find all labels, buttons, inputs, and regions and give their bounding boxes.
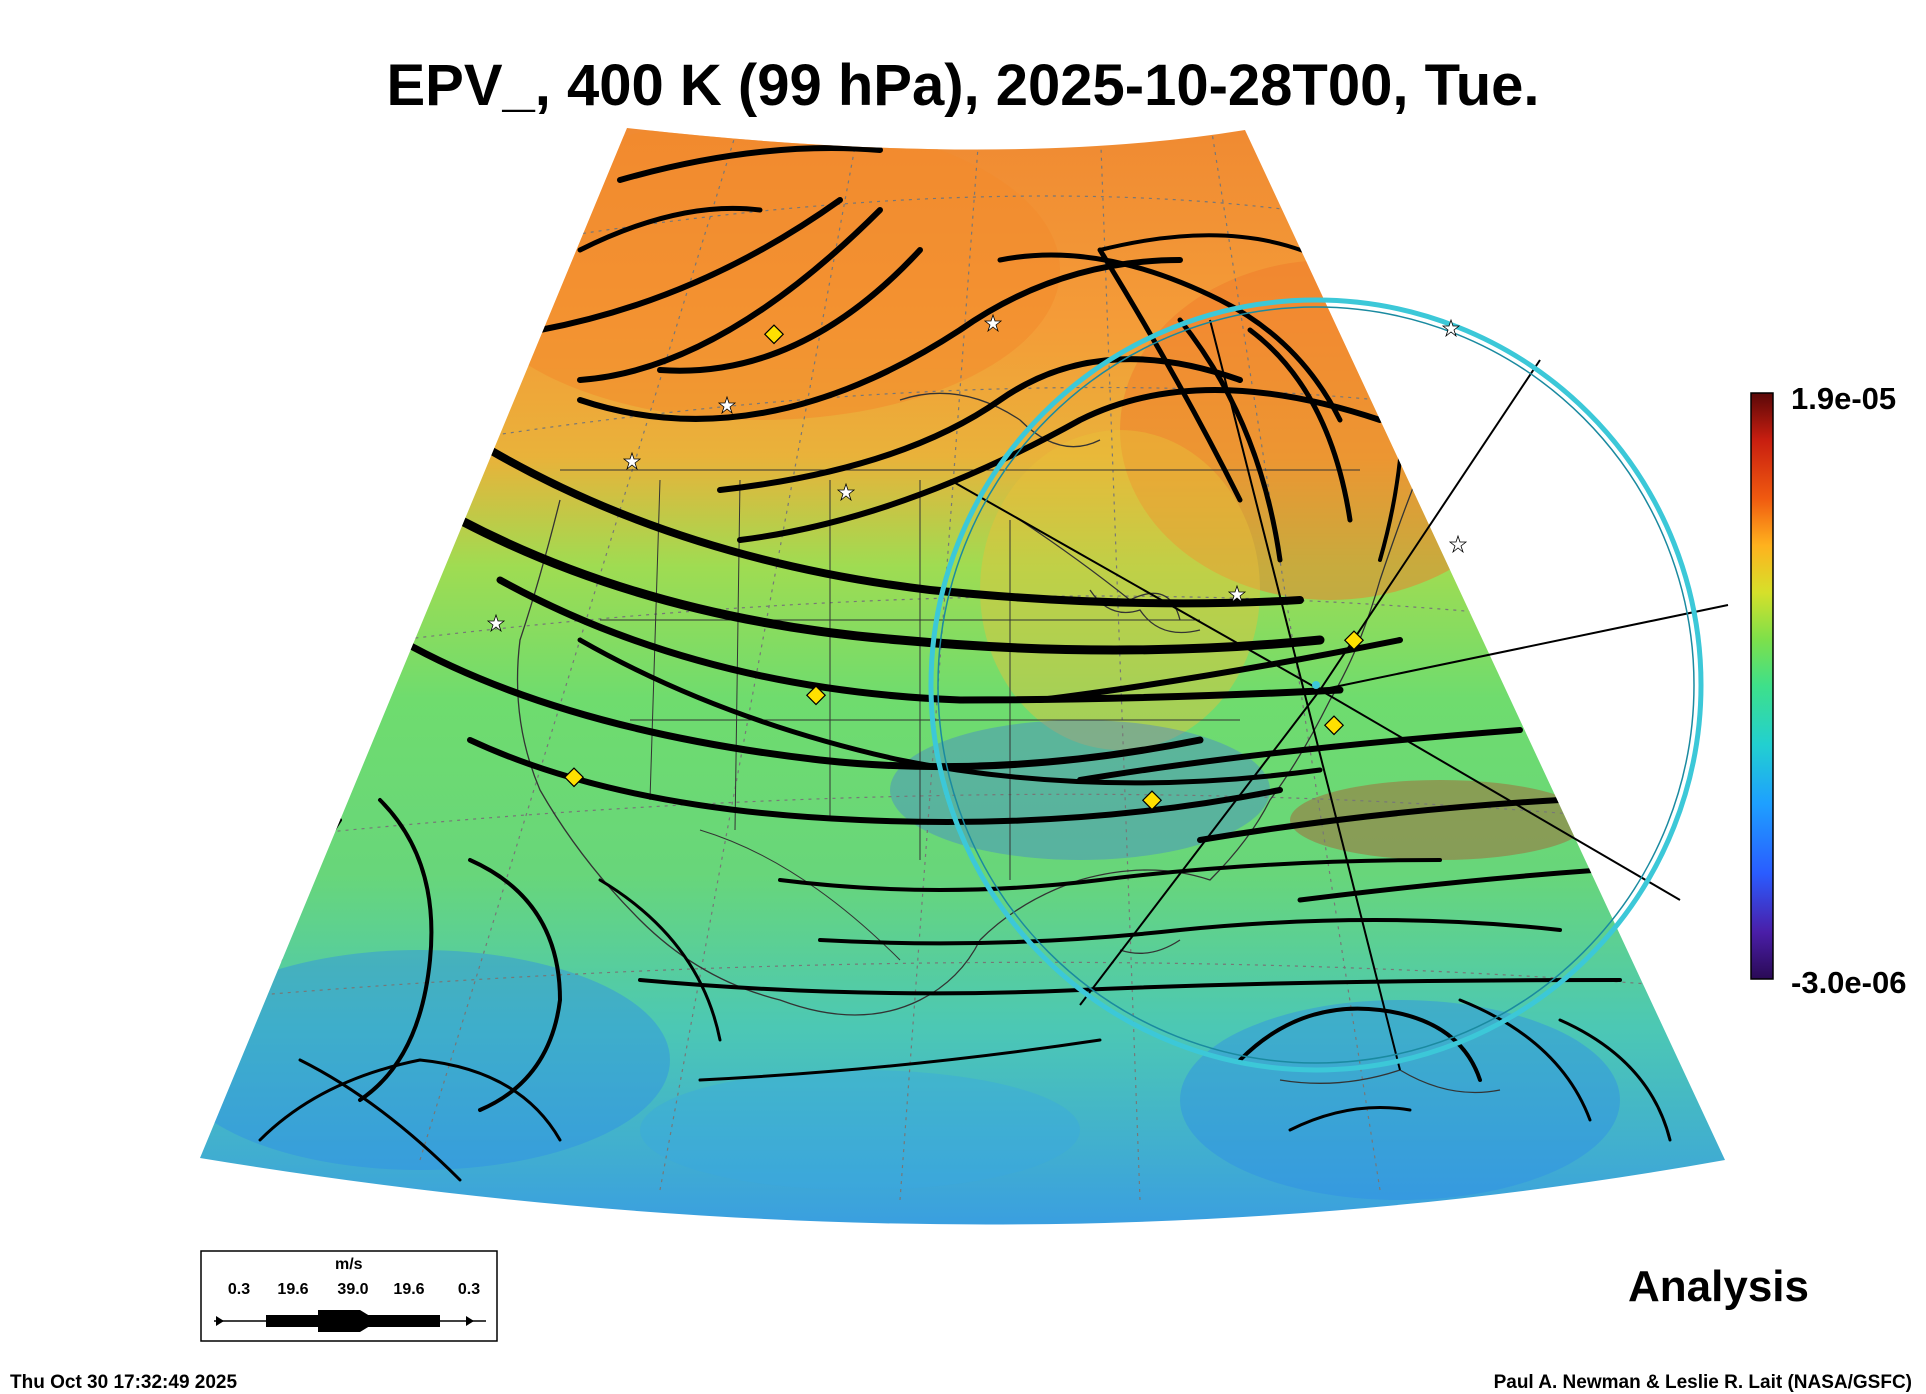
star-icon [717, 395, 737, 415]
colorbar-min-label: -3.0e-06 [1791, 965, 1907, 1000]
diamond-marker-icon [1343, 630, 1365, 651]
page-title: EPV_, 400 K (99 hPa), 2025-10-28T00, Tue… [386, 53, 1540, 118]
ring-center-icon [1312, 681, 1320, 689]
colorbar-max-label: 1.9e-05 [1791, 381, 1897, 416]
diamond-marker-icon [563, 767, 585, 788]
range-ring [928, 297, 1704, 1073]
diamond-marker-icon [763, 324, 785, 345]
star-icon [486, 613, 506, 633]
range-ring-inner [937, 306, 1695, 1064]
vector-scale-tick: 19.6 [393, 1281, 425, 1298]
vector-scale-unit: m/s [335, 1256, 363, 1273]
diamond-marker-icon [1323, 715, 1345, 736]
station-markers [563, 324, 1365, 811]
analysis-label: Analysis [1628, 1262, 1809, 1311]
star-icon [622, 451, 642, 471]
trajectory-lines [949, 319, 1729, 1071]
scale-arrowhead-icon [466, 1316, 474, 1326]
star-icon [1441, 318, 1461, 338]
colorbar-gradient [1750, 392, 1774, 980]
star-icon [1227, 584, 1247, 604]
epv-field [200, 128, 1725, 1225]
vector-scale-tick: 0.3 [227, 1281, 251, 1298]
vector-scale-tick: 19.6 [277, 1281, 309, 1298]
colorbar [1750, 392, 1774, 980]
vector-scale-tick: 0.3 [457, 1281, 481, 1298]
star-markers [486, 313, 1468, 633]
scale-arrowhead-icon [216, 1316, 224, 1326]
footer-credit: Paul A. Newman & Leslie R. Lait (NASA/GS… [1493, 1372, 1912, 1393]
diamond-marker-icon [1141, 790, 1163, 811]
vector-scale-tick: 39.0 [337, 1281, 369, 1298]
diamond-marker-icon [805, 685, 827, 706]
star-icon [1448, 534, 1468, 554]
footer-timestamp: Thu Oct 30 17:32:49 2025 [10, 1372, 238, 1393]
star-icon [983, 313, 1003, 333]
vector-scale-legend [200, 1250, 498, 1342]
star-icon [836, 482, 856, 502]
